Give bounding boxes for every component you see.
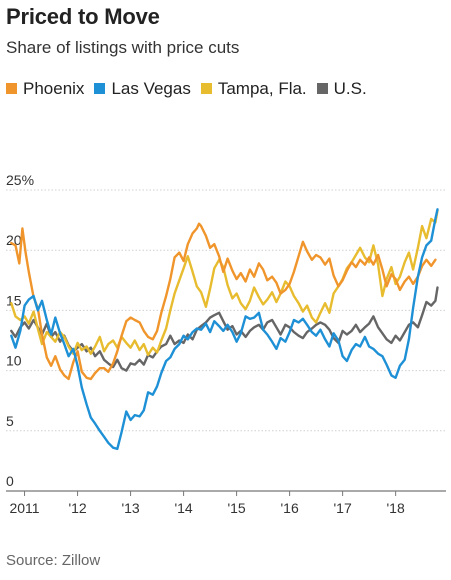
y-tick-label-20: 20: [6, 232, 22, 248]
series-line-tampa-fla: [10, 209, 439, 357]
legend-label: Tampa, Fla.: [217, 79, 307, 98]
legend-item-phoenix: Phoenix: [6, 75, 84, 102]
y-tick-label-5: 5: [6, 413, 14, 429]
series-lines: [10, 208, 439, 451]
chart-subtitle: Share of listings with price cuts: [6, 38, 240, 57]
y-axis-tick-labels: 0 5 10 15 20 25%: [6, 172, 34, 489]
legend-label: Phoenix: [23, 79, 85, 98]
y-tick-label-25: 25%: [6, 172, 34, 188]
series-line-las-vegas: [10, 208, 439, 451]
grid-lines: [6, 189, 446, 492]
x-tick-label-2016: '16: [280, 500, 298, 516]
legend-item-u-s: U.S.: [316, 75, 367, 102]
legend-label: U.S.: [333, 79, 367, 98]
x-tick-label-2012: '12: [68, 500, 86, 516]
legend-swatch: [200, 83, 212, 94]
source-note: Source: Zillow: [6, 552, 101, 569]
x-tick-label-2018: '18: [387, 500, 405, 516]
x-axis-ticks: 2011 '12 '13 '14 '15 '16 '17 '18: [9, 491, 405, 516]
series-line-u-s: [10, 286, 439, 372]
legend-swatch: [94, 83, 106, 94]
y-tick-label-15: 15: [6, 292, 22, 308]
y-tick-label-10: 10: [6, 353, 22, 369]
x-tick-label-2017: '17: [334, 500, 352, 516]
legend-swatch: [316, 83, 328, 94]
y-tick-label-0: 0: [6, 473, 14, 489]
legend-item-las-vegas: Las Vegas: [94, 75, 191, 102]
x-tick-label-2011: 2011: [9, 500, 39, 516]
legend-label: Las Vegas: [111, 79, 191, 98]
series-line-phoenix: [10, 222, 437, 381]
x-tick-label-2013: '13: [121, 500, 139, 516]
legend-item-tampa-fla: Tampa, Fla.: [200, 75, 307, 102]
legend-swatch: [6, 83, 17, 94]
chart-title: Priced to Move: [6, 4, 160, 29]
chart-legend: Phoenix Las Vegas Tampa, Fla. U.S.: [6, 75, 446, 102]
x-tick-label-2015: '15: [227, 500, 245, 516]
x-tick-label-2014: '14: [174, 500, 192, 516]
